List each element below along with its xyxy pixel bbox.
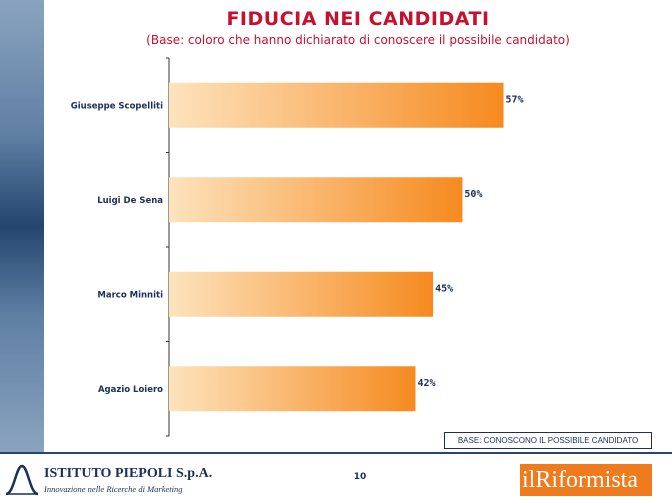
bar [169, 271, 434, 317]
side-band [0, 0, 44, 452]
value-label: 42% [417, 378, 435, 389]
il-riformista-logo: ilRiformista [520, 464, 652, 496]
category-label: Agazio Loiero [98, 385, 163, 395]
category-label: Luigi De Sena [97, 196, 163, 206]
chart-title: FIDUCIA NEI CANDIDATI [226, 8, 490, 30]
logo-name: ISTITUTO PIEPOLI S.p.A. [44, 466, 213, 481]
category-label: Giuseppe Scopelliti [71, 101, 163, 111]
bar [169, 177, 463, 223]
page-number: 10 [353, 472, 367, 482]
bar [169, 82, 504, 128]
bell-curve-icon [5, 464, 39, 496]
footer-rule [0, 452, 672, 454]
value-label: 57% [506, 94, 524, 105]
chart-subtitle: (Base: coloro che hanno dichiarato di co… [146, 33, 570, 47]
category-label: Marco Minniti [97, 290, 163, 300]
value-label: 50% [464, 189, 482, 200]
istituto-piepoli-logo: ISTITUTO PIEPOLI S.p.A. Innovazione nell… [4, 460, 212, 502]
il-riformista-logo-text: ilRiformista [522, 467, 638, 493]
logo-tagline: Innovazione nelle Ricerche di Marketing [44, 484, 183, 494]
base-note: BASE: CONOSCONO IL POSSIBILE CANDIDATO [444, 432, 652, 449]
value-label: 45% [435, 283, 453, 294]
bar [169, 366, 416, 412]
